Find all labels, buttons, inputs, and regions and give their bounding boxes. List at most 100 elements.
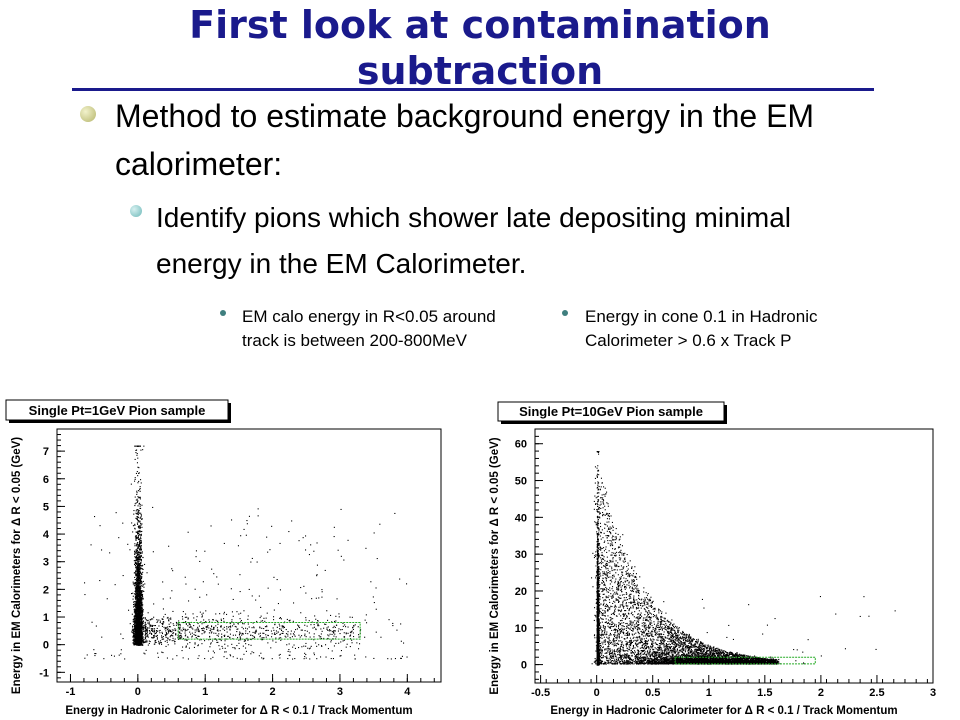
data-point xyxy=(172,658,174,660)
data-point xyxy=(133,641,135,643)
data-point xyxy=(338,642,340,644)
data-point xyxy=(139,487,141,489)
data-point xyxy=(140,555,142,557)
data-point xyxy=(136,597,138,599)
data-point xyxy=(298,540,300,542)
data-point xyxy=(201,613,203,615)
data-point xyxy=(343,639,345,641)
data-point xyxy=(279,617,281,619)
data-point xyxy=(364,636,366,638)
data-point xyxy=(161,633,163,635)
data-point xyxy=(140,543,142,545)
data-point xyxy=(335,636,337,638)
data-point xyxy=(231,619,233,621)
data-point xyxy=(142,580,144,582)
data-point xyxy=(292,646,294,648)
data-point xyxy=(134,562,136,564)
data-point xyxy=(273,616,275,618)
data-point xyxy=(133,630,135,632)
data-point xyxy=(175,634,177,636)
chart-title-box xyxy=(5,399,229,421)
data-point xyxy=(137,509,139,511)
data-point xyxy=(279,542,281,544)
data-point xyxy=(137,567,139,569)
data-point xyxy=(380,636,382,638)
data-point xyxy=(138,527,140,529)
data-point xyxy=(327,634,329,636)
data-point xyxy=(263,628,265,630)
data-point xyxy=(140,545,142,547)
data-point xyxy=(145,629,147,631)
data-point xyxy=(137,604,139,606)
data-point xyxy=(134,618,136,620)
data-point xyxy=(139,614,141,616)
data-point xyxy=(135,544,137,546)
data-point xyxy=(136,517,138,519)
data-point xyxy=(226,613,228,615)
data-point xyxy=(137,564,139,566)
data-point xyxy=(134,585,136,587)
data-point xyxy=(143,625,145,627)
data-point xyxy=(149,631,151,633)
data-point xyxy=(597,575,599,577)
data-point xyxy=(135,557,137,559)
data-point xyxy=(597,483,599,485)
data-point xyxy=(128,609,130,611)
data-point xyxy=(133,634,135,636)
data-point xyxy=(139,624,141,626)
data-point xyxy=(220,625,222,627)
data-point xyxy=(263,617,265,619)
data-point xyxy=(184,576,186,578)
data-point xyxy=(210,630,212,632)
data-point xyxy=(341,629,343,631)
data-point xyxy=(137,618,139,620)
data-point xyxy=(166,632,168,634)
data-point xyxy=(330,639,332,641)
data-point xyxy=(184,635,186,637)
data-point xyxy=(137,629,139,631)
data-point xyxy=(139,613,141,615)
data-point xyxy=(136,627,138,629)
data-point xyxy=(140,449,142,451)
data-point xyxy=(140,577,142,579)
data-point xyxy=(258,633,260,635)
data-point xyxy=(129,549,131,551)
data-point xyxy=(138,531,140,533)
data-point xyxy=(84,657,86,659)
data-point xyxy=(315,642,317,644)
data-point xyxy=(170,635,172,637)
data-point xyxy=(241,658,243,660)
data-point xyxy=(259,617,261,619)
data-point xyxy=(134,637,136,639)
data-point xyxy=(262,658,264,660)
data-point xyxy=(95,625,97,627)
data-point xyxy=(137,536,139,538)
data-point xyxy=(141,635,143,637)
data-point xyxy=(139,505,141,507)
data-point xyxy=(328,635,330,637)
data-point xyxy=(215,613,217,615)
data-point xyxy=(293,644,295,646)
data-point xyxy=(137,505,139,507)
data-point xyxy=(274,632,276,634)
data-point xyxy=(162,581,164,583)
data-point xyxy=(351,630,353,632)
data-point xyxy=(137,636,139,638)
data-point xyxy=(134,543,136,545)
data-point xyxy=(137,608,139,610)
data-point xyxy=(141,573,143,575)
data-point xyxy=(167,638,169,640)
data-point xyxy=(135,535,137,537)
data-point xyxy=(276,626,278,628)
data-point xyxy=(136,563,138,565)
data-point xyxy=(158,619,160,621)
data-point xyxy=(597,535,599,537)
data-point xyxy=(597,527,599,529)
data-point xyxy=(138,558,140,560)
data-point xyxy=(136,498,138,500)
data-point xyxy=(133,601,135,603)
data-point xyxy=(295,629,297,631)
data-point xyxy=(139,557,141,559)
data-point xyxy=(253,652,255,654)
data-point xyxy=(136,559,138,561)
